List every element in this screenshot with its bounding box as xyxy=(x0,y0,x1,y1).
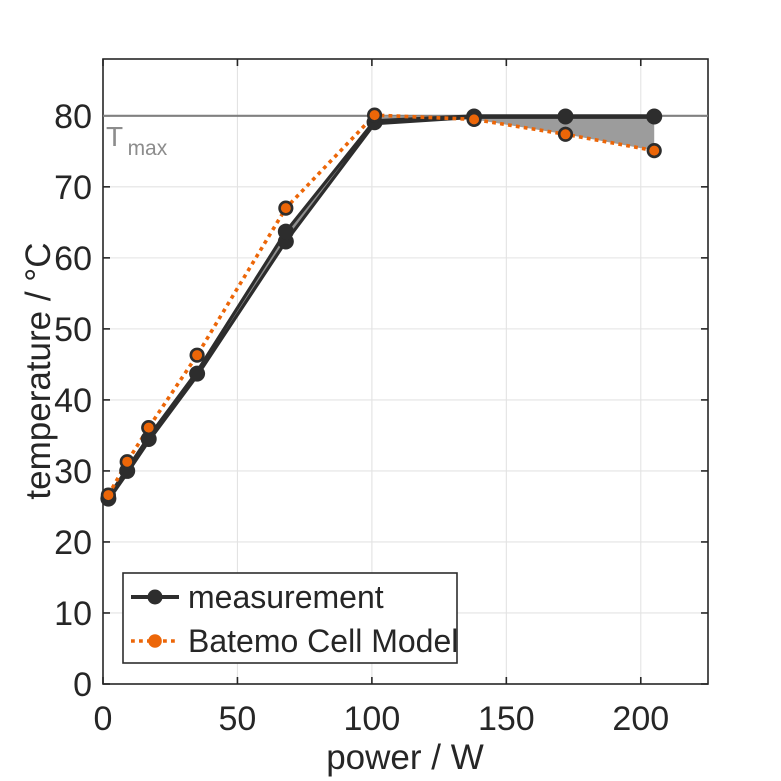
x-tick-label: 0 xyxy=(94,700,113,738)
measurement-marker xyxy=(646,108,663,125)
model-marker xyxy=(100,487,116,503)
legend-measurement-marker-icon xyxy=(147,589,163,605)
legend-model-marker-icon xyxy=(148,634,162,648)
y-tick-label: 10 xyxy=(54,595,92,633)
model-marker xyxy=(466,111,482,127)
model-line xyxy=(106,113,655,496)
model-marker xyxy=(119,454,135,470)
legend-model-label: Batemo Cell Model xyxy=(188,623,458,659)
y-tick-label: 20 xyxy=(54,524,92,562)
y-tick-label: 60 xyxy=(54,240,92,278)
y-tick-label: 30 xyxy=(54,453,92,491)
x-tick-label: 150 xyxy=(478,700,535,738)
legend: measurement Batemo Cell Model xyxy=(122,572,458,664)
model-marker xyxy=(278,200,294,216)
model-marker xyxy=(189,347,205,363)
tmax-label-subscript: max xyxy=(128,137,168,160)
x-tick-label: 100 xyxy=(344,700,401,738)
x-tick-label: 200 xyxy=(612,700,669,738)
model-measurement-deviation-fill xyxy=(374,115,655,151)
y-tick-label: 0 xyxy=(73,666,92,704)
model-marker xyxy=(141,420,157,436)
deviation-fill-region xyxy=(374,115,655,151)
y-tick-label: 70 xyxy=(54,169,92,207)
model-marker xyxy=(557,126,574,142)
legend-measurement-label: measurement xyxy=(188,579,384,615)
y-tick-label: 50 xyxy=(54,311,92,349)
measurement-band xyxy=(106,114,656,502)
axes-frame xyxy=(102,58,709,685)
y-tick-label: 40 xyxy=(54,382,92,420)
measurement-marker xyxy=(277,223,294,240)
tmax-label-main: T xyxy=(106,121,123,152)
model-marker xyxy=(646,143,662,159)
model-marker xyxy=(366,107,383,123)
measurement-marker xyxy=(557,108,574,125)
legend-box xyxy=(122,572,458,664)
measurement-marker xyxy=(189,365,206,382)
tick-labels: 0 50 100 150 200 0 10 20 30 40 50 60 70 80 xyxy=(54,98,669,738)
axes-box xyxy=(102,58,709,685)
x-axis-label: power / W xyxy=(326,738,484,777)
model-dotted-line xyxy=(106,113,655,496)
measurement-line xyxy=(106,114,656,502)
data-point-markers xyxy=(100,107,663,507)
tmax-annotation-label: T max xyxy=(106,121,168,160)
x-tick-label: 50 xyxy=(219,700,257,738)
y-axis-label: temperature / °C xyxy=(19,242,58,499)
y-tick-label: 80 xyxy=(54,98,92,136)
measurement-marker xyxy=(140,430,157,447)
